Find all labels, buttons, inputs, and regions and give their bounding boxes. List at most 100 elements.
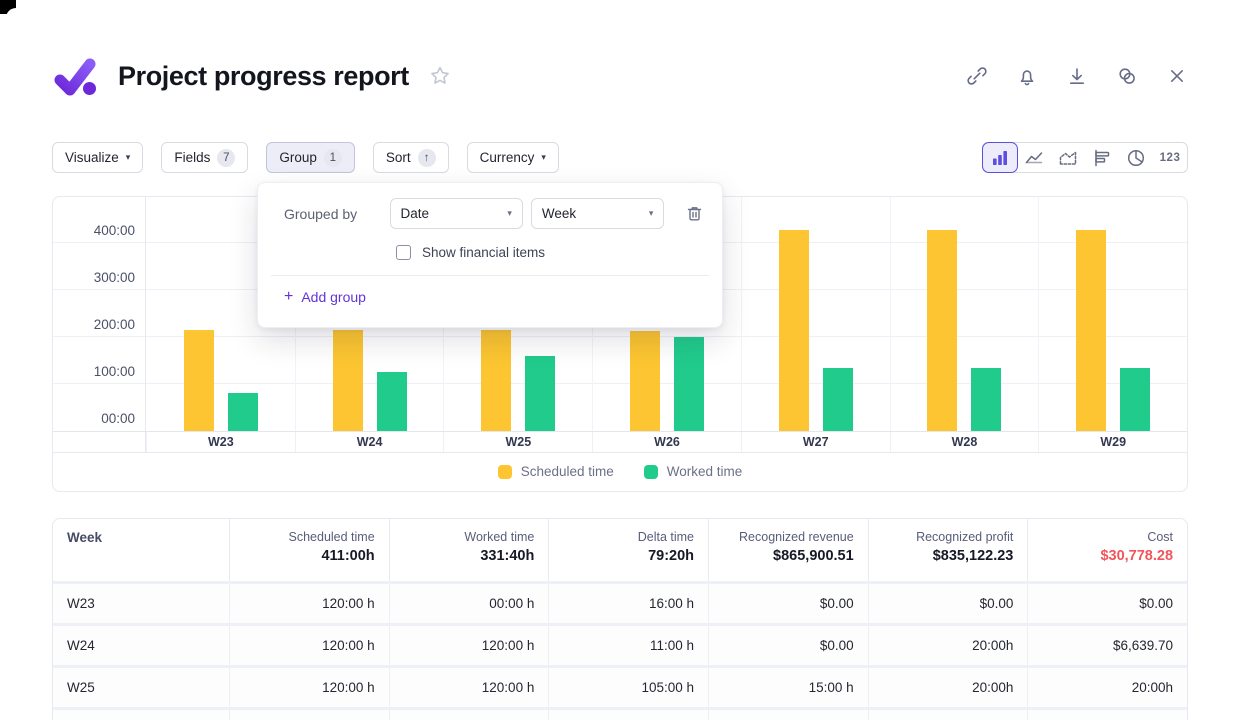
link-icon[interactable] [966,65,988,87]
visualize-label: Visualize [65,150,119,165]
bell-icon[interactable] [1016,65,1038,87]
table-cell: 20:00h [1027,668,1187,707]
sort-direction-badge: ↑ [417,148,436,167]
bar-scheduled-time [778,229,809,431]
bar-worked-time [822,367,853,431]
x-axis-label: W27 [740,432,890,452]
grouped-by-label: Grouped by [284,205,358,222]
table-header-cell[interactable]: Recognized revenue $865,900.51 [708,519,868,581]
table-cell: 105:00 h [548,668,708,707]
legend-item[interactable]: Worked time [643,464,743,479]
bar-chart-icon[interactable] [982,142,1018,173]
chevron-down-icon: ▾ [507,208,512,218]
group-popup: Grouped by Date ▾ Week ▾ Show financial … [257,182,723,328]
show-financial-items-checkbox[interactable] [396,244,411,260]
table-header-cell[interactable]: Week [53,519,229,581]
screenshot-corner-artifact [0,0,36,34]
table-header-cell[interactable]: Worked time 331:40h [388,519,549,581]
header-actions [966,65,1188,87]
group-field-value: Date [400,206,430,221]
legend-item[interactable]: Scheduled time [497,464,614,479]
x-axis-label: W23 [146,432,295,452]
line-chart-icon[interactable] [1017,143,1051,172]
column-label: Cost [1147,530,1174,544]
table-cell: 00:00 h [388,584,549,623]
table-header-cell[interactable]: Scheduled time 411:00h [229,519,389,581]
table-cell: $6,639.70 [1027,626,1187,665]
week-cell: W24 [67,638,95,653]
bar-scheduled-time [630,331,661,431]
popup-divider [271,275,709,276]
y-axis-tick-label: 100:00 [93,364,135,379]
table-cell [388,710,549,720]
table-cell [708,710,868,720]
legend-label: Scheduled time [520,464,614,479]
bar-scheduled-time [332,329,363,431]
group-interval-select[interactable]: Week ▾ [530,198,665,229]
column-total: 411:00h [321,548,375,564]
download-icon[interactable] [1066,65,1088,87]
add-group-button[interactable]: + Add group [284,289,366,306]
table-cell [1027,710,1187,720]
close-icon[interactable] [1166,65,1188,87]
table-cell: 15:00 h [708,668,868,707]
y-axis-tick-label: 200:00 [93,317,135,332]
table-cell: $0.00 [867,584,1028,623]
app-header: Project progress report [52,48,1188,104]
column-label: Recognized revenue [739,530,854,544]
chart-legend: Scheduled time Worked time [53,452,1187,490]
chart-column-w27 [740,197,890,431]
bar-worked-time [674,337,705,431]
group-field-select[interactable]: Date ▾ [389,198,523,229]
bar-worked-time [376,372,407,431]
area-chart-icon[interactable] [1051,143,1085,172]
group-button[interactable]: Group 1 [266,142,355,173]
overlapping-circles-icon[interactable] [1116,65,1138,87]
bar-worked-time [525,355,556,431]
week-cell: W23 [67,596,95,611]
favorite-star-icon[interactable] [427,63,453,89]
group-count-badge: 1 [323,148,342,167]
column-label: Delta time [637,530,695,544]
table-cell: 120:00 h [229,626,389,665]
table-header-cell[interactable]: Delta time 79:20h [548,519,708,581]
column-label: Recognized profit [916,530,1014,544]
group-label: Group [279,150,317,165]
visualize-button[interactable]: Visualize ▾ [52,142,144,173]
bar-scheduled-time [481,329,512,431]
x-axis-spacer [53,432,146,452]
pie-chart-icon[interactable] [1119,143,1153,172]
column-total: $865,900.51 [773,548,854,564]
legend-swatch [497,464,512,479]
chevron-down-icon: ▾ [648,208,654,218]
delete-group-trash-icon[interactable] [682,202,706,226]
bar-scheduled-time [1076,229,1107,431]
table-cell: 120:00 h [229,584,389,623]
x-axis-label: W26 [592,432,741,452]
table-header-cell[interactable]: Cost $30,778.28 [1027,519,1187,581]
table-cell: 20:00h [867,626,1028,665]
fields-label: Fields [174,150,211,165]
table-cell: 16:00 h [548,584,708,623]
sort-button[interactable]: Sort ↑ [372,142,449,173]
numbers-view-icon[interactable]: 123 [1153,143,1187,172]
show-financial-items-label: Show financial items [422,244,546,260]
column-total: $835,122.23 [932,548,1014,564]
bar-scheduled-time [927,229,958,431]
fields-button[interactable]: Fields 7 [161,142,249,173]
add-group-label: Add group [301,289,366,305]
table-cell: $0.00 [708,584,868,623]
chevron-down-icon: ▾ [541,152,546,162]
table-row: W25 120:00 h 120:00 h 105:00 h 15:00 h 20:00h… [53,665,1187,707]
chart-x-axis: W23 W24 W25 W26 W27 W28 W29 [53,431,1187,452]
bar-worked-time [971,367,1002,431]
chart-column-w23 [147,197,295,431]
horizontal-bar-chart-icon[interactable] [1085,143,1119,172]
currency-button[interactable]: Currency ▾ [466,142,559,173]
legend-label: Worked time [666,464,743,479]
column-total: 79:20h [648,548,695,564]
table-cell [867,710,1028,720]
sort-label: Sort [385,150,411,165]
table-header-cell[interactable]: Recognized profit $835,122.23 [867,519,1028,581]
table-cell: 11:00 h [548,626,708,665]
